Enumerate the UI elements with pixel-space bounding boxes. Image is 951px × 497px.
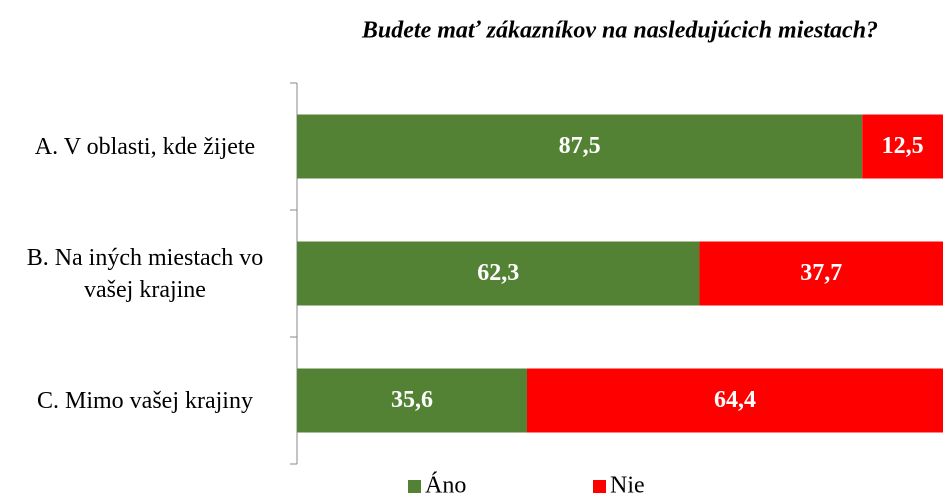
- bar-segment: [297, 114, 863, 179]
- data-label: 37,7: [800, 260, 842, 286]
- bar-segment: [526, 368, 943, 433]
- category-label: A. V oblasti, kde žijete: [34, 133, 256, 160]
- bar-segment: [297, 368, 527, 433]
- bar-segment: [699, 241, 943, 306]
- data-label: 35,6: [391, 387, 433, 413]
- chart-title: Budete mať zákazníkov na nasledujúcich m…: [361, 18, 878, 44]
- data-label: 62,3: [477, 260, 519, 286]
- data-label: 64,4: [714, 387, 756, 413]
- bar-segment: [862, 114, 943, 179]
- legend-swatch: [408, 480, 421, 493]
- category-label: B. Na iných miestach vo vašej krajine: [26, 244, 264, 303]
- bar-segment: [297, 241, 700, 306]
- data-label: 12,5: [882, 133, 924, 159]
- data-label: 87,5: [559, 133, 601, 159]
- legend-label: Áno: [425, 473, 466, 497]
- category-label: C. Mimo vašej krajiny: [37, 387, 253, 414]
- legend-swatch: [593, 480, 606, 493]
- legend-label: Nie: [610, 473, 645, 497]
